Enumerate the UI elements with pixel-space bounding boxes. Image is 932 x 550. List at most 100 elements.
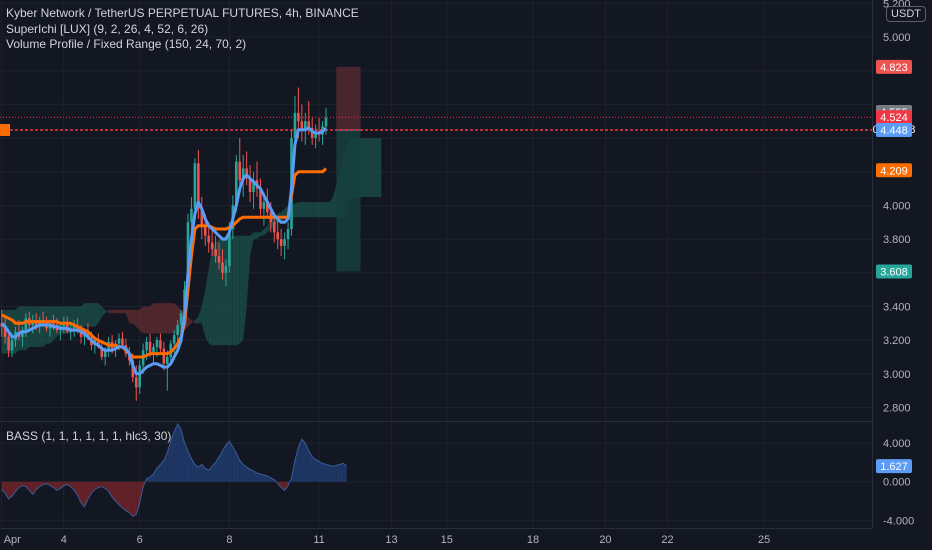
price-axis-tick: 2.800 <box>883 403 911 415</box>
osc-area-segment <box>236 452 240 482</box>
osc-area-segment <box>108 481 113 498</box>
osc-area-segment <box>170 431 175 482</box>
time-axis-tick: 25 <box>758 534 770 546</box>
cloud-segment <box>105 309 109 314</box>
osc-area-segment <box>205 468 209 482</box>
osc-area-segment <box>119 481 123 508</box>
cloud-segment <box>143 306 147 334</box>
cloud-segment <box>260 229 264 236</box>
price-tag-text: 4.209 <box>880 165 908 177</box>
osc-area-segment <box>257 473 261 482</box>
candle-body <box>224 266 228 273</box>
candle-body <box>138 365 141 388</box>
indicator-bass-label[interactable]: BASS (1, 1, 1, 1, 1, 1, hlc3, 30) <box>6 429 172 443</box>
osc-area-segment <box>87 481 92 500</box>
cloud-segment <box>87 303 92 327</box>
osc-area-segment <box>74 481 78 496</box>
candle-body <box>34 321 38 327</box>
candle-body <box>228 229 231 267</box>
osc-area-segment <box>308 450 313 482</box>
cloud-segment <box>312 202 316 218</box>
cloud-segment <box>374 138 378 198</box>
price-axis[interactable]: 2.800 3.000 3.200 3.400 3.800 4.000 5.000 5.200 <box>883 0 911 415</box>
oscillator-axis[interactable]: 4.000 0.000 -4.000 <box>883 438 914 527</box>
bass-oscillator <box>0 422 872 521</box>
osc-area-segment <box>239 460 244 482</box>
candle-body <box>245 168 248 179</box>
candle-body <box>72 325 76 329</box>
cloud-segment <box>298 202 302 218</box>
candle-body <box>117 338 121 344</box>
cloud-segment <box>332 185 337 218</box>
indicator-volume-profile-label[interactable]: Volume Profile / Fixed Range (150, 24, 7… <box>6 37 247 51</box>
cloud-segment <box>122 309 126 314</box>
osc-axis-tick: -4.000 <box>883 515 914 527</box>
candle-body <box>279 239 283 246</box>
indicator-superichi-label[interactable]: SuperIchi [LUX] (9, 2, 26, 4, 52, 6, 26) <box>6 22 209 36</box>
osc-area-segment <box>15 481 19 492</box>
osc-area-segment <box>125 481 130 513</box>
osc-area-segment <box>229 441 233 482</box>
cloud-segment <box>326 202 330 218</box>
candle-body <box>200 208 204 226</box>
cloud-segment <box>163 303 168 334</box>
candle-body <box>300 121 304 130</box>
osc-line <box>1 422 348 518</box>
osc-area-segment <box>194 464 199 482</box>
price-axis-tick: 3.400 <box>883 301 911 313</box>
cloud-segment <box>101 306 106 317</box>
price-tag-text: 4.524 <box>880 112 908 124</box>
candle-body <box>121 338 124 346</box>
price-axis-tick: 4.000 <box>883 200 911 212</box>
candle-body <box>162 348 166 364</box>
candle-body <box>148 341 152 352</box>
currency-selector[interactable]: USDT <box>886 6 926 22</box>
candle-body <box>7 336 10 351</box>
osc-area-segment <box>298 439 302 482</box>
chart-title: Kyber Network / TetherUS PERPETUAL FUTUR… <box>6 6 359 20</box>
cloud-segment <box>212 242 216 346</box>
osc-area-segment <box>201 464 206 482</box>
osc-value-tag: 1.627 <box>880 461 908 473</box>
cloud-segment <box>39 306 44 347</box>
take-profit-zone <box>336 130 361 272</box>
osc-area-segment <box>336 464 340 482</box>
candle-body <box>221 262 224 273</box>
osc-area-segment <box>212 462 216 482</box>
time-axis[interactable]: Apr 4 6 8 11 13 15 18 20 22 25 <box>4 534 771 546</box>
time-axis-tick: 20 <box>599 534 611 546</box>
candle-body <box>52 323 55 326</box>
cloud-segment <box>112 309 116 314</box>
short-position-tool[interactable] <box>0 66 872 272</box>
candle-body <box>214 249 217 256</box>
osc-area-segment <box>222 445 226 482</box>
osc-area-segment <box>329 465 333 482</box>
cloud-segment <box>43 306 47 347</box>
osc-area-segment <box>184 443 188 482</box>
candle-body <box>203 225 207 236</box>
cloud-segment <box>139 306 144 334</box>
candle-body <box>159 340 162 349</box>
osc-area-segment <box>8 481 13 500</box>
candle-body <box>100 346 104 358</box>
cloud-segment <box>91 303 95 327</box>
time-axis-tick: 4 <box>61 534 67 546</box>
osc-area-segment <box>208 466 213 482</box>
cloud-segment <box>236 235 240 346</box>
osc-area-segment <box>98 481 102 488</box>
candle-body <box>31 321 35 326</box>
cloud-segment <box>363 138 368 198</box>
osc-area-segment <box>132 481 137 517</box>
osc-area-segment <box>260 474 264 482</box>
osc-area-segment <box>339 463 344 482</box>
cloud-segment <box>208 247 213 346</box>
osc-area-segment <box>232 447 237 482</box>
cloud-segment <box>281 208 285 223</box>
candle-body <box>176 325 179 336</box>
osc-area-segment <box>129 481 133 517</box>
price-labels: 4.8234.5554.52403:14:384.4484.2093.6081.… <box>873 59 915 474</box>
price-tag-bg <box>876 59 912 74</box>
cloud-segment <box>308 202 313 218</box>
candle-body <box>297 112 300 122</box>
